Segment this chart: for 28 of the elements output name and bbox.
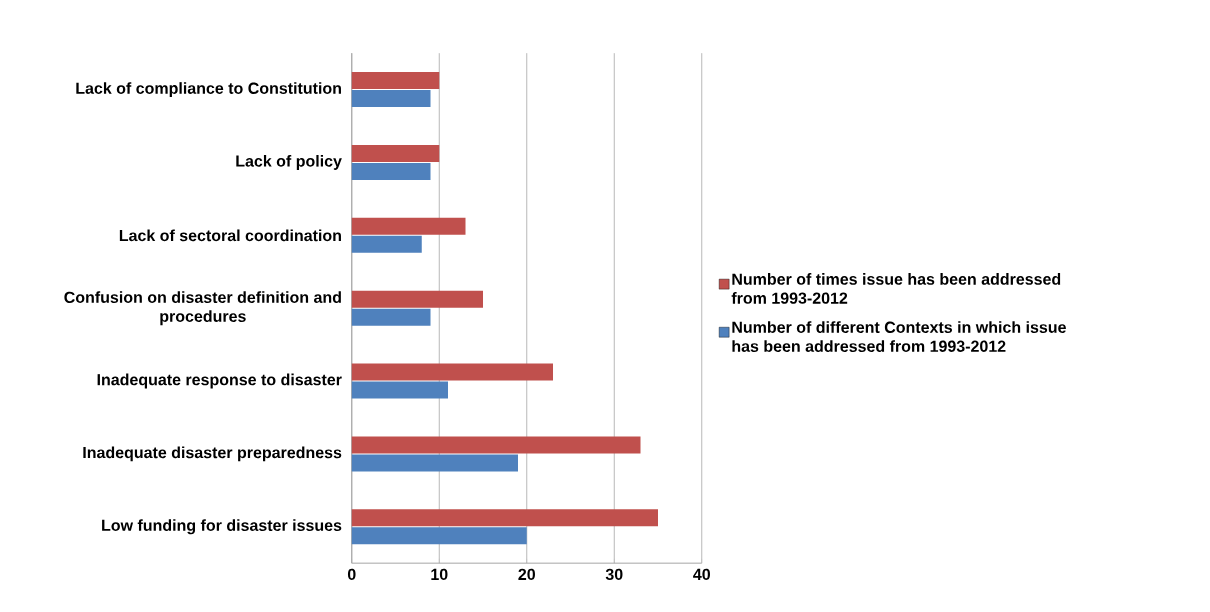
y-tick-label: Lack of sectoral coordination — [119, 229, 341, 242]
x-tick-label: 40 — [693, 568, 710, 581]
bar — [351, 381, 448, 399]
y-tick-label: Lack of compliance to Constitution — [76, 82, 341, 98]
bar — [351, 509, 658, 527]
bar — [351, 527, 527, 545]
bar — [351, 436, 641, 454]
y-tick-label: Low funding for disaster issues — [102, 519, 342, 535]
bar — [351, 454, 518, 472]
x-tick-label: 30 — [605, 568, 623, 581]
y-tick-label: Lack of policy — [236, 155, 342, 170]
legend-label: Number of times issue has been addressed from 1993-2012 — [731, 273, 1061, 304]
x-tick-label: 10 — [431, 568, 448, 581]
bar — [351, 235, 422, 253]
bar — [351, 290, 484, 308]
bar — [351, 144, 440, 162]
y-tick-label: Inadequate disaster preparedness — [83, 446, 342, 462]
bar — [351, 217, 466, 235]
legend-label: Number of different Contexts in which issue has been addressed from 1993-2012 — [732, 321, 1066, 352]
x-tick-label: 20 — [518, 568, 535, 581]
bar — [351, 363, 553, 381]
bar — [351, 72, 440, 90]
bar — [351, 162, 431, 180]
bar — [351, 90, 431, 108]
y-tick-label: Confusion on disaster definition and procedures — [64, 291, 341, 326]
y-tick-label: Inadequate response to disaster — [97, 373, 342, 389]
x-tick-label: 0 — [347, 568, 356, 581]
bar — [351, 308, 431, 326]
